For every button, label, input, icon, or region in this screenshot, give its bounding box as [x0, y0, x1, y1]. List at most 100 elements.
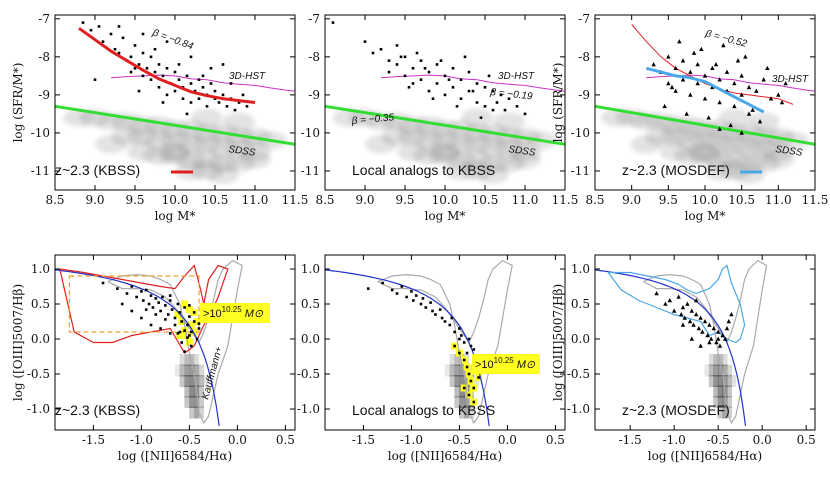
- y-tick-label-0: -7: [578, 12, 590, 26]
- mosdef-point: [669, 84, 675, 90]
- x-tick-label-3: 10.0: [692, 193, 719, 207]
- panel-6-xlabel: log ([NII]6584/Hα): [648, 449, 762, 463]
- panel-5-mass-label-bg: [472, 354, 540, 374]
- mosdef-point: [687, 319, 693, 324]
- density-cell: [708, 375, 719, 387]
- mosdef-point: [726, 319, 731, 324]
- kbss-point: [181, 97, 185, 100]
- y-tick-label-4: -1.0: [567, 402, 590, 416]
- density-cell: [454, 364, 465, 377]
- panel-6-ylabel: log ([OIII]5007/Hβ): [551, 284, 565, 401]
- panel-5-points: [366, 281, 482, 404]
- kbss-point: [183, 350, 186, 353]
- kbss-point: [97, 25, 101, 28]
- x-tick-label-3: 0.0: [498, 433, 517, 447]
- y-tick-label-0: -7: [38, 12, 50, 26]
- kbss-point: [159, 309, 162, 313]
- x-tick-label-0: 8.5: [585, 193, 604, 207]
- x-tick-label-2: -0.5: [178, 433, 201, 447]
- panel-6-legend: z~2.3 (MOSDEF): [622, 402, 730, 418]
- kbss-point: [186, 323, 189, 327]
- kbss-point: [93, 78, 97, 81]
- local-point: [463, 55, 467, 59]
- local-point: [448, 323, 452, 327]
- x-tick-label-1: -1.0: [130, 433, 153, 447]
- kbss-point: [130, 309, 134, 313]
- local-point: [459, 78, 463, 81]
- kbss-point: [116, 287, 119, 290]
- mosdef-point: [739, 92, 744, 97]
- panel-4-mass-label-bg: [200, 303, 270, 323]
- panel-1-3dhst-label: 3D-HST: [229, 71, 266, 82]
- mosdef-point: [757, 119, 763, 124]
- panel-4-points: [101, 281, 201, 353]
- highlight-square: [187, 321, 195, 329]
- mosdef-point: [717, 77, 722, 82]
- density-cell: [722, 364, 732, 377]
- local-point: [412, 299, 415, 302]
- y-tick-label-3: -10: [301, 126, 320, 140]
- mosdef-point: [720, 333, 725, 338]
- y-tick-label-1: 0.5: [571, 297, 590, 311]
- local-point: [471, 89, 475, 93]
- density-cell: [194, 396, 204, 408]
- kbss-point: [141, 32, 145, 36]
- x-tick-label-0: -1.5: [352, 433, 375, 447]
- kbss-point: [151, 306, 155, 309]
- panel-4-mass-label: >1010.25 M⊙: [203, 305, 264, 320]
- density-cell: [449, 375, 460, 387]
- kbss-point: [176, 302, 180, 306]
- density-cell: [722, 385, 732, 398]
- mosdef-point: [717, 343, 723, 348]
- kbss-point: [197, 78, 201, 81]
- panel-5-frame: [324, 254, 566, 431]
- sdss-line: [594, 104, 816, 146]
- density-cell: [184, 364, 195, 377]
- kbss-point: [209, 82, 213, 85]
- mosdef-point: [694, 312, 699, 317]
- local-point: [438, 308, 442, 311]
- kbss-point: [188, 334, 191, 337]
- density-cell: [429, 142, 461, 161]
- mosdef-point: [707, 340, 712, 345]
- mosdef-point: [679, 312, 684, 317]
- local-point: [407, 85, 411, 89]
- highlight-square: [183, 332, 191, 339]
- kbss-point: [130, 285, 134, 288]
- kbss-point: [173, 70, 177, 74]
- local-point: [462, 341, 466, 344]
- y-tick-label-4: -11: [571, 164, 590, 178]
- density-cell: [179, 375, 190, 387]
- y-tick-label-2: -9: [578, 88, 590, 102]
- mosdef-point: [662, 103, 667, 109]
- x-tick-label-0: -1.5: [82, 433, 105, 447]
- density-cell: [179, 364, 190, 377]
- highlight-square: [193, 318, 201, 325]
- mosdef-point: [710, 65, 715, 71]
- kbss-point: [201, 85, 205, 89]
- local-point: [451, 85, 455, 89]
- mosdef-point: [743, 54, 748, 59]
- kbss-point: [183, 329, 186, 332]
- kbss-point: [101, 281, 105, 285]
- mosdef-point: [732, 80, 737, 86]
- kbss-point: [197, 322, 201, 325]
- kbss-point: [176, 332, 180, 335]
- panel-2-3dhst-label: 3D-HST: [498, 71, 535, 82]
- kbss-point: [221, 63, 225, 66]
- local-point: [387, 70, 391, 74]
- local-point: [395, 44, 399, 47]
- local-point: [491, 89, 495, 93]
- y-tick-label-1: -8: [38, 50, 50, 64]
- kbss-point: [164, 304, 167, 307]
- kbss-point: [120, 302, 124, 306]
- mosdef-point: [728, 122, 733, 128]
- kbss-point: [173, 89, 177, 93]
- mosdef-point: [783, 80, 788, 86]
- highlight-square: [185, 306, 193, 314]
- kbss-point: [164, 318, 167, 321]
- x-tick-label-5: 11.0: [765, 193, 792, 207]
- local-point: [371, 51, 375, 55]
- local-point: [465, 365, 469, 369]
- kbss-point: [193, 89, 197, 93]
